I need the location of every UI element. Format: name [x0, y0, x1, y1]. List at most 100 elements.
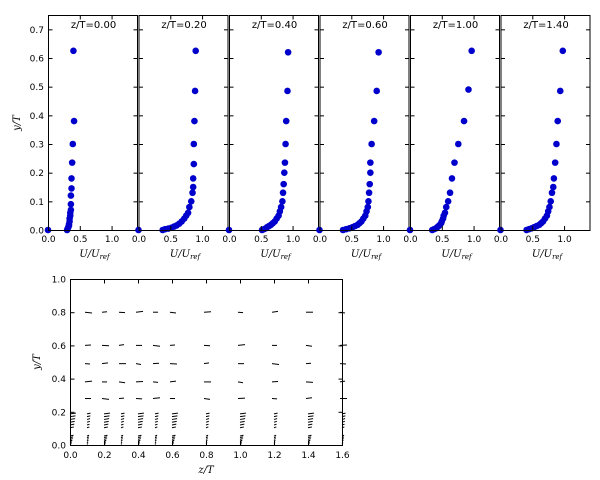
panel-4: 0.0 0.5 1.0 z/T=1.00 U/Uref [403, 15, 500, 261]
vector-arrow [84, 311, 93, 314]
vector-arrow [137, 426, 143, 429]
vector-arrow [203, 398, 211, 400]
data-point [281, 169, 288, 176]
vector-arrow [273, 412, 278, 415]
vector-arrow [171, 434, 176, 437]
vector-arrow [307, 436, 312, 439]
vector-arrow [118, 381, 126, 384]
y-tick-label: 0.5 [30, 83, 44, 93]
x-tick-label: 1.0 [233, 451, 248, 461]
data-point [451, 159, 458, 166]
vector-arrow [120, 412, 125, 415]
data-point [187, 198, 195, 205]
vector-arrow [307, 420, 313, 423]
vector-arrow [154, 438, 157, 440]
vector-arrow [103, 436, 108, 439]
panel-5: 0.0 0.5 1.0 z/T=1.40 U/Uref [494, 15, 591, 261]
x-axis-label: U/Uref [441, 249, 473, 261]
data-point [184, 209, 192, 217]
vector-arrow [273, 418, 278, 420]
vector-arrow [154, 412, 159, 415]
vector-arrow [154, 415, 159, 418]
data-point [554, 117, 562, 125]
vector-arrow [239, 436, 244, 439]
vector-arrow [120, 441, 123, 444]
panel-2: 0.0 0.5 1.0 z/T=0.40 U/Uref [222, 15, 319, 261]
x-tick-label: 0.5 [164, 235, 178, 245]
x-tick-label: 1.4 [301, 451, 316, 461]
data-point [364, 203, 372, 211]
x-tick-label: 1.2 [267, 451, 281, 461]
data-point [556, 87, 564, 95]
data-point [365, 198, 372, 205]
vector-arrow [86, 420, 90, 423]
vector-arrow [307, 418, 314, 420]
data-point [448, 175, 456, 182]
data-point [465, 86, 472, 93]
data-point [67, 206, 75, 214]
vector-arrow [154, 436, 158, 439]
x-tick-label: 0.8 [199, 451, 214, 461]
vector-arrow [86, 441, 89, 444]
data-point [375, 48, 382, 56]
x-tick-label: 1.0 [467, 235, 482, 245]
panel-title: z/T=0.20 [161, 20, 206, 31]
top-y-axis-label: y/T [12, 114, 23, 132]
data-point [444, 198, 452, 205]
x-tick-label: 0.5 [526, 235, 540, 245]
vector-arrow [120, 418, 125, 420]
data-point [281, 159, 289, 166]
y-tick-label: 0.7 [30, 26, 44, 36]
data-point [366, 180, 374, 188]
quiver-arrows [69, 310, 348, 445]
vector-arrow [171, 438, 175, 440]
x-tick-label: 0.5 [345, 235, 359, 245]
vector-arrow [205, 434, 209, 437]
vector-arrow [239, 439, 243, 442]
data-point [468, 47, 475, 55]
y-tick-label: 0.3 [30, 141, 44, 151]
quiver-plot-frame [70, 279, 343, 446]
vector-arrow [171, 415, 178, 418]
data-point [282, 117, 290, 125]
vector-arrow [86, 415, 91, 418]
data-point [190, 140, 198, 148]
vector-arrow [171, 439, 175, 442]
quiver-y-axis-label: y/T [32, 353, 43, 371]
vector-arrow [120, 436, 124, 439]
data-point [68, 175, 75, 182]
x-tick-label: 0.0 [41, 235, 56, 245]
vector-arrow [154, 443, 157, 445]
data-point [70, 117, 78, 125]
data-point [460, 117, 468, 125]
vector-arrow [273, 439, 276, 442]
y-tick-label: 0.2 [30, 169, 44, 179]
vector-arrow [205, 415, 210, 418]
y-tick-label: 0.6 [30, 55, 45, 65]
y-tick-label: 0.4 [30, 112, 45, 122]
vector-arrow [137, 418, 144, 420]
vector-arrow [103, 423, 109, 426]
data-point [69, 140, 77, 148]
vector-arrow [237, 381, 244, 384]
data-point [446, 189, 454, 197]
data-point [191, 117, 198, 125]
y-tick-label: 0.1 [30, 198, 44, 208]
data-point [280, 180, 287, 188]
x-tick-label: 0.0 [222, 235, 237, 245]
vector-arrow [273, 423, 277, 426]
vector-arrow [273, 438, 276, 440]
x-tick-label: 0.6 [165, 451, 180, 461]
vector-arrow [205, 438, 208, 440]
panel-0: 0.0 0.5 1.0 0.0 0.1 0.2 0.3 0.4 0.5 0.6 0.7 z/T=0.0… [30, 15, 138, 261]
data-point [284, 87, 291, 95]
vector-arrow [171, 418, 178, 420]
vector-arrow [205, 426, 209, 429]
data-point [279, 198, 286, 205]
vector-arrow [101, 362, 109, 365]
x-tick-label: 0.0 [403, 235, 418, 245]
vector-arrow [273, 436, 277, 439]
vector-arrow [273, 426, 277, 429]
vector-arrow [154, 418, 159, 420]
